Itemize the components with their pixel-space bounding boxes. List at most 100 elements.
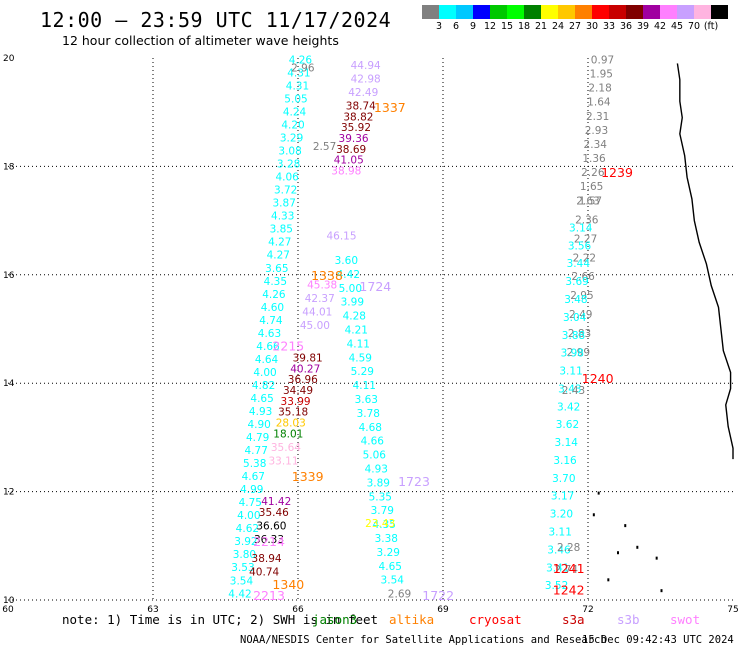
wave-height-value: 35.46 [259, 507, 289, 519]
pass-number-label: 2214 [253, 534, 285, 549]
wave-height-value: 2.22 [573, 252, 596, 264]
wave-height-value: 4.35 [264, 276, 287, 288]
wave-height-value: 2.66 [571, 271, 595, 283]
wave-height-value: 2.63 [576, 195, 599, 207]
lat-label: 20 [3, 54, 15, 64]
wave-height-value: 3.14 [555, 437, 579, 449]
pass-number-label: 2215 [272, 339, 304, 354]
legend-swatch [643, 5, 660, 19]
wave-height-value: 44.01 [302, 306, 332, 318]
wave-height-value: 38.82 [343, 111, 373, 123]
wave-height-value: 3.56 [568, 240, 592, 252]
island [636, 545, 639, 549]
legend-tick-label: 30 [585, 21, 599, 32]
wave-height-value: 5.06 [363, 450, 387, 462]
wave-height-value: 4.33 [271, 211, 294, 223]
wave-height-value: 4.28 [343, 311, 366, 323]
wave-height-value: 41.05 [334, 155, 364, 167]
legend-tick-label: 9 [469, 21, 477, 32]
wave-height-value: 4.59 [349, 352, 372, 364]
wave-height-value: 4.27 [267, 250, 290, 262]
wave-height-value: 3.53 [231, 562, 254, 574]
mission-label: swot [670, 612, 701, 627]
island [660, 589, 663, 593]
legend-tick-label: 33 [602, 21, 616, 32]
legend-tick-label: 12 [483, 21, 497, 32]
wave-height-value: 38.94 [252, 553, 282, 565]
wave-height-value: 3.62 [556, 419, 579, 431]
wave-height-value: 3.11 [559, 366, 582, 378]
lon-label: 63 [147, 605, 158, 615]
lat-label: 14 [3, 379, 15, 389]
wave-height-value: 4.62 [236, 523, 259, 535]
wave-height-value: 33.11 [268, 456, 298, 468]
wave-height-value: 2.49 [569, 309, 592, 321]
wave-height-value: 2.28 [557, 542, 580, 554]
wave-height-value: 4.31 [287, 67, 310, 79]
pass-number-label: 1240 [582, 371, 614, 386]
wave-height-value: 1.57 [579, 195, 602, 207]
island [597, 491, 600, 495]
pass-number-label: 1339 [292, 469, 324, 484]
legend-swatch [677, 5, 694, 19]
wave-height-value: 4.60 [261, 302, 284, 314]
wave-height-value: 40.27 [290, 363, 320, 375]
wave-height-value: 40.74 [249, 567, 279, 579]
wave-height-value: 4.21 [345, 324, 368, 336]
wave-height-value: 3.78 [357, 408, 380, 420]
wave-height-value: 34.49 [283, 385, 313, 397]
wave-height-value: 35.18 [278, 407, 308, 419]
wave-height-value: 28.03 [276, 418, 306, 430]
lon-label: 72 [582, 605, 593, 615]
mission-label: s3b [617, 612, 640, 627]
wave-height-value: 1.36 [582, 153, 606, 165]
wave-height-value: 23.43 [365, 518, 395, 530]
wave-height-value: 4.27 [268, 237, 291, 249]
wave-height-value: 3.43 [558, 383, 581, 395]
wave-height-value: 2.83 [568, 328, 591, 340]
legend-tick-label: 24 [551, 21, 565, 32]
wave-height-value: 2.36 [575, 214, 599, 226]
wave-height-value: 0.97 [591, 54, 614, 66]
wave-height-value: 3.16 [553, 455, 577, 467]
mission-label: cryosat [469, 612, 522, 627]
legend-tick-label: 45 [670, 21, 684, 32]
wave-height-value: 2.57 [313, 141, 336, 153]
pass-number-label: 2213 [253, 588, 285, 603]
wave-height-value: 3.99 [341, 297, 364, 309]
wave-height-value: 3.52 [545, 580, 568, 592]
footer-timestamp: 15 Dec 09:42:43 UTC 2024 [582, 634, 734, 646]
pass-number-label: 1338 [311, 268, 343, 283]
note-prefix: note: 1) Time is in UTC; 2) SWH is in fe… [62, 612, 379, 627]
legend-swatch [422, 5, 439, 19]
wave-height-value: 35.64 [271, 442, 301, 454]
pass-number-label: 1242 [553, 583, 585, 598]
wave-height-value: 45.00 [300, 320, 330, 332]
wave-height-value: 4.42 [228, 588, 251, 600]
mission-label: s3a [562, 612, 585, 627]
wave-height-value: 3.60 [335, 255, 358, 267]
wave-height-value: 4.26 [289, 54, 313, 66]
wave-height-value: 46.15 [326, 231, 356, 243]
wave-height-value: 2.43 [562, 385, 585, 397]
legend-tick-label: 42 [653, 21, 667, 32]
wave-height-value: 45.38 [307, 279, 337, 291]
island [617, 551, 619, 555]
wave-height-value: 3.92 [234, 536, 257, 548]
lat-label: 10 [3, 596, 15, 606]
wave-height-value: 41.42 [261, 496, 291, 508]
wave-height-value: 39.81 [293, 353, 323, 365]
wave-height-value: 3.11 [549, 527, 572, 539]
legend-swatch [558, 5, 575, 19]
legend-swatch [456, 5, 473, 19]
wave-height-value: 3.04 [563, 312, 587, 324]
wave-height-value: 4.42 [337, 269, 360, 281]
legend-swatch [490, 5, 507, 19]
wave-height-value: 3.14 [569, 222, 593, 234]
wave-height-value: 38.98 [331, 166, 361, 178]
wave-height-value: 4.93 [249, 406, 272, 418]
legend-swatch [575, 5, 592, 19]
wave-height-value: 4.90 [247, 419, 270, 431]
wave-height-value: 36.60 [256, 521, 286, 533]
legend-tick-label: 39 [636, 21, 650, 32]
